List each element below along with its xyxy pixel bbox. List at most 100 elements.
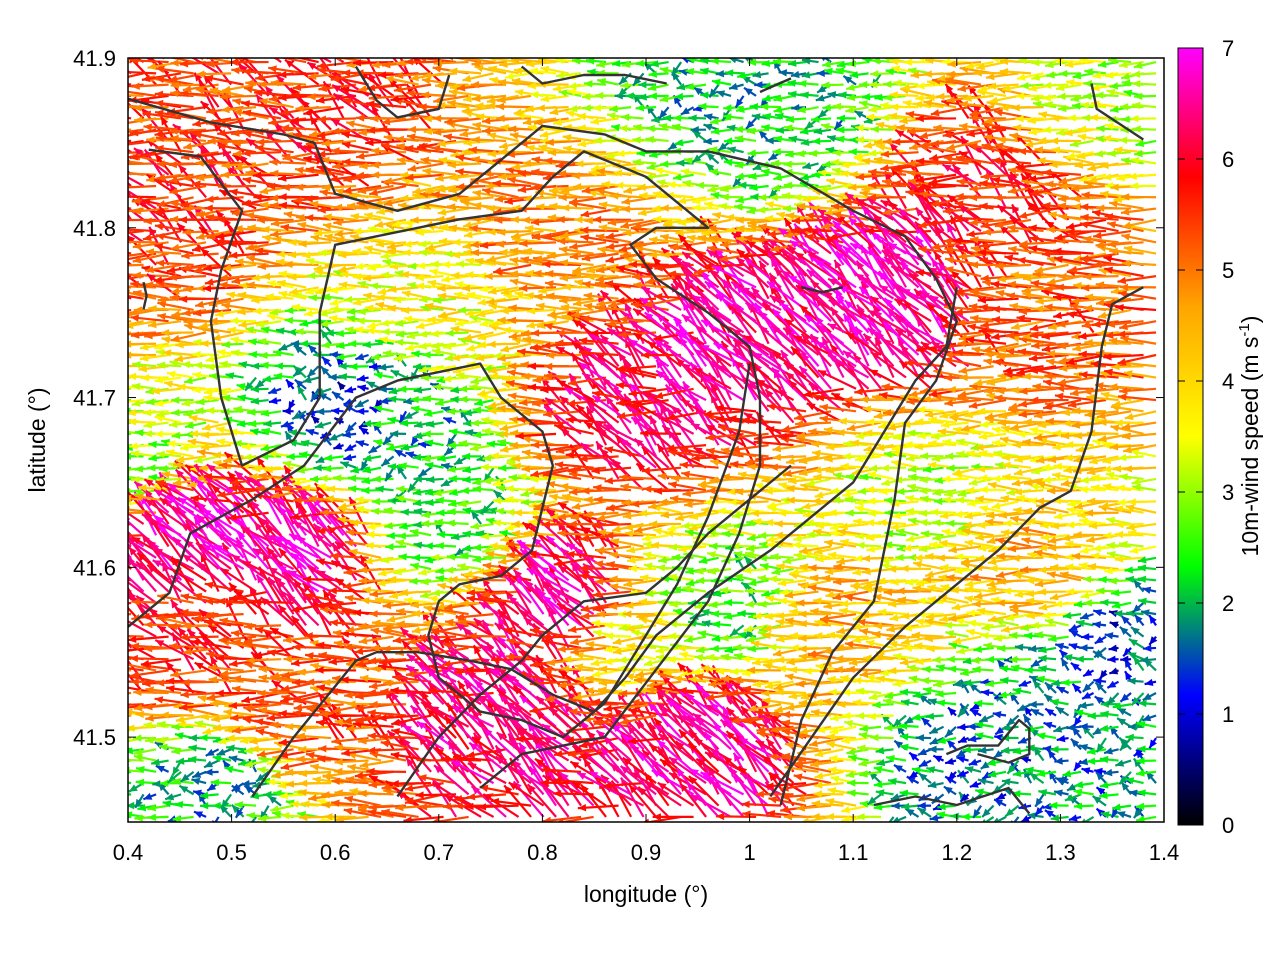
wind-vector-head: [203, 472, 213, 481]
wind-vector: [128, 176, 145, 187]
wind-vector-head: [128, 747, 134, 755]
wind-vector-head: [115, 647, 123, 654]
wind-vector-head: [145, 499, 154, 507]
wind-vector-head: [165, 677, 175, 685]
wind-vector: [128, 294, 144, 300]
wind-vector-head: [181, 252, 190, 260]
wind-vector-head: [231, 783, 241, 792]
wind-vector-head: [146, 398, 155, 406]
wind-vectors: [92, 38, 1158, 822]
wind-vector-head: [114, 519, 122, 528]
wind-vector-head: [143, 645, 153, 653]
wind-vector-head: [216, 438, 226, 446]
wind-vector-head: [171, 431, 181, 440]
wind-vector-head: [99, 80, 108, 88]
wind-vector-head: [109, 312, 118, 319]
wind-vector-head: [118, 256, 127, 263]
wind-vector: [128, 228, 157, 233]
wind-vector-head: [160, 329, 170, 337]
wind-vector-head: [111, 323, 120, 330]
wind-vector-head: [135, 710, 144, 719]
wind-vector-head: [155, 479, 165, 487]
wind-vector-head: [143, 792, 153, 800]
wind-vector: [128, 252, 157, 261]
wind-vector-head: [175, 606, 184, 616]
wind-vector-head: [199, 791, 209, 799]
wind-vector-head: [193, 789, 202, 797]
wind-vector-head: [133, 704, 143, 712]
wind-vector: [128, 260, 132, 266]
wind-vector-head: [107, 101, 115, 108]
wind-vector-head: [194, 516, 202, 526]
wind-vector-head: [116, 708, 125, 715]
wind-vector-head: [174, 732, 184, 740]
wind-vector-head: [182, 622, 192, 630]
wind-vector-head: [174, 800, 184, 809]
wind-vector: [128, 70, 157, 75]
wind-vector-head: [210, 656, 218, 665]
wind-vector-head: [112, 362, 120, 369]
wind-vector-head: [130, 314, 139, 322]
wind-vector-head: [108, 650, 117, 657]
wind-vector-head: [195, 479, 205, 488]
wind-vector-head: [167, 495, 176, 504]
wind-vector-head: [191, 777, 201, 785]
wind-vector-head: [179, 129, 189, 137]
wind-vector-head: [171, 723, 180, 731]
wind-vector-head: [173, 537, 182, 546]
wind-vector-head: [130, 475, 140, 484]
wind-vector-head: [117, 661, 125, 670]
wind-vector-head: [146, 175, 155, 183]
wind-vector-head: [128, 418, 137, 426]
wind-vector-head: [204, 760, 214, 768]
wind-vector-head: [92, 627, 101, 634]
wind-vector-head: [128, 635, 137, 643]
wind-vector-head: [175, 715, 185, 723]
wind-vector-head: [129, 654, 138, 663]
wind-vector-head: [187, 755, 197, 764]
wind-vector-head: [152, 560, 162, 568]
wind-vector-head: [193, 131, 202, 139]
wind-vector-head: [157, 296, 167, 304]
wind-vector-head: [165, 661, 174, 671]
wind-vector-head: [206, 497, 215, 506]
wind-vector-head: [131, 382, 141, 391]
wind-vector: [128, 148, 132, 154]
wind-vector: [128, 72, 144, 78]
wind-vector-head: [133, 104, 142, 112]
wind-vector-head: [157, 593, 167, 601]
wind-vector-head: [307, 38, 315, 47]
wind-vector-head: [94, 283, 102, 290]
wind-vector-head: [219, 360, 228, 368]
wind-vector-head: [119, 160, 127, 167]
wind-vector-head: [159, 465, 168, 473]
wind-vector-head: [130, 280, 139, 289]
wind-vector-head: [182, 309, 191, 317]
wind-vector-head: [195, 210, 205, 218]
wind-vector-head: [122, 38, 131, 46]
wind-vector-head: [196, 514, 206, 523]
wind-vector-head: [362, 47, 369, 56]
wind-vector-head: [172, 766, 180, 776]
wind-vector-head: [182, 174, 191, 182]
wind-vector-head: [164, 380, 173, 388]
wind-vector-head: [131, 196, 141, 205]
wind-vector-head: [166, 440, 176, 448]
wind-vector: [128, 252, 144, 257]
wind-vector-head: [193, 614, 203, 622]
wind-vector-head: [128, 124, 129, 127]
wind-vector: [128, 538, 157, 559]
wind-vector-head: [155, 613, 165, 622]
wind-vector-head: [128, 756, 129, 764]
wind-vector-head: [144, 281, 154, 289]
wind-vector-head: [98, 332, 107, 339]
wind-vector-head: [199, 227, 208, 236]
wind-vector-head: [155, 765, 165, 773]
wind-vector-head: [200, 248, 210, 257]
wind-vector-head: [104, 290, 113, 297]
wind-vector-head: [133, 748, 143, 756]
wind-vector-head: [188, 414, 198, 423]
wind-vector-head: [134, 481, 144, 490]
wind-vector-head: [156, 410, 165, 418]
wind-vector-head: [180, 608, 189, 617]
